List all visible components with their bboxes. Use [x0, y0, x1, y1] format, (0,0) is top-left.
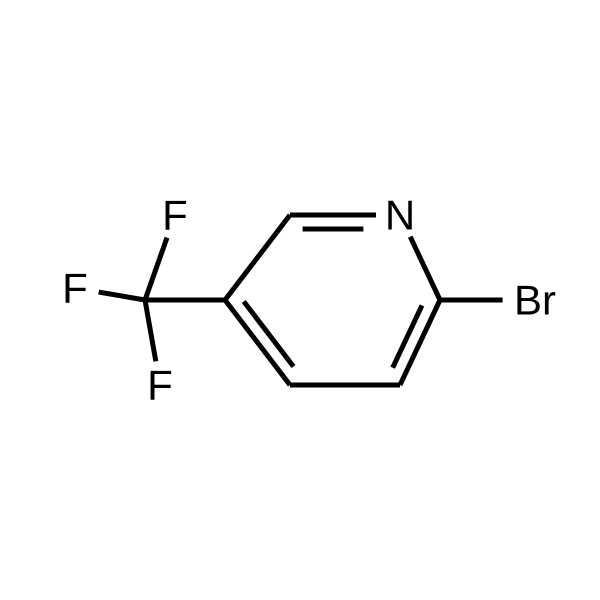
molecule-diagram: N F F F Br — [0, 0, 600, 600]
atom-label-f: F — [147, 362, 173, 409]
atom-label-br: Br — [514, 277, 556, 324]
atom-label-f: F — [162, 192, 188, 239]
atom-label-f: F — [62, 265, 88, 312]
atom-label-n: N — [385, 192, 415, 239]
